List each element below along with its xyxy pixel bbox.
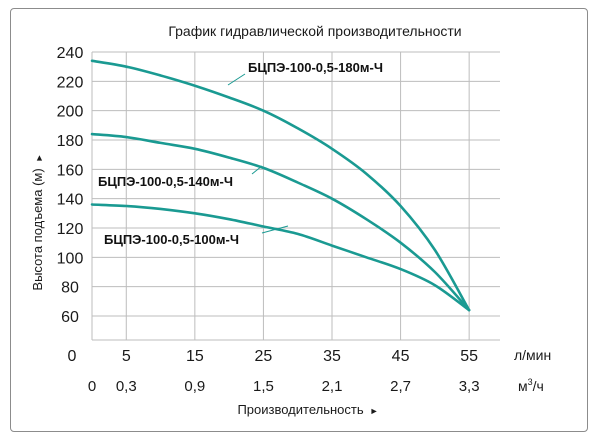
series-label-3: БЦПЭ-100-0,5-100м-Ч	[104, 232, 239, 247]
y-tick-label: 60	[61, 309, 79, 326]
x-axis-arrow-icon: ►	[370, 406, 379, 416]
series-label-1: БЦПЭ-100-0,5-180м-Ч	[248, 60, 383, 75]
x-m3h-tick-label: 2,1	[322, 378, 343, 395]
x-axis-ticks: 5 15 25 35 45 55 0 0,3 0,9 1,5 2,1 2,7 3,3	[88, 348, 480, 395]
y-tick-label: 200	[57, 104, 84, 121]
x-lpm-tick-label: 55	[460, 348, 478, 365]
y-zero-tick-label: 0	[68, 348, 77, 365]
x-m3h-tick-label: 2,7	[390, 378, 411, 395]
y-tick-label: 80	[61, 280, 79, 297]
m3h-unit-base: м	[518, 378, 528, 394]
m3h-unit-tail: /ч	[533, 378, 544, 394]
y-axis-arrow-icon: ►	[34, 153, 44, 162]
y-axis-title-text: Высота подъема (м)	[30, 168, 45, 290]
x-axis-title: Производительность ►	[237, 402, 378, 417]
lpm-unit-label: л/мин	[514, 347, 551, 363]
x-m3h-tick-label: 1,5	[253, 378, 274, 395]
m3h-unit-label: м3/ч	[518, 377, 544, 394]
x-m3h-tick-label: 3,3	[459, 378, 480, 395]
series-curve-2	[90, 132, 471, 312]
x-lpm-tick-label: 25	[255, 348, 273, 365]
m3h-unit-sup: 3	[528, 377, 533, 387]
y-tick-label: 140	[57, 192, 84, 209]
x-lpm-tick-label: 15	[186, 348, 204, 365]
y-tick-label: 160	[57, 162, 84, 179]
x-lpm-tick-label: 5	[122, 348, 131, 365]
y-axis-title: Высота подъема (м) ►	[30, 153, 45, 290]
series-curve-1	[90, 59, 471, 312]
series-label-leader	[251, 165, 263, 175]
x-axis-title-text: Производительность	[237, 402, 363, 417]
x-m3h-tick-label: 0,3	[116, 378, 137, 395]
y-axis-ticks: 240 220 200 180 160 140 120 100 80 60	[57, 45, 84, 326]
series-label-2: БЦПЭ-100-0,5-140м-Ч	[98, 174, 233, 189]
series-labels: БЦПЭ-100-0,5-180м-Ч БЦПЭ-100-0,5-140м-Ч БЦ…	[98, 60, 383, 247]
y-tick-label: 220	[57, 74, 84, 91]
chart-title: График гидравлической производительности	[168, 23, 461, 39]
y-tick-label: 180	[57, 133, 84, 150]
series-label-leader	[261, 225, 289, 234]
x-m3h-tick-label: 0	[88, 378, 96, 395]
grid	[91, 51, 500, 341]
y-tick-label: 240	[57, 45, 84, 62]
series-curve-3	[90, 203, 471, 312]
y-tick-label: 120	[57, 221, 84, 238]
chart-frame	[10, 8, 588, 432]
series-label-leader	[227, 73, 246, 86]
y-tick-label: 100	[57, 250, 84, 267]
series-curves	[90, 59, 471, 312]
x-lpm-tick-label: 45	[392, 348, 410, 365]
x-lpm-tick-label: 35	[323, 348, 341, 365]
x-m3h-tick-label: 0,9	[184, 378, 205, 395]
